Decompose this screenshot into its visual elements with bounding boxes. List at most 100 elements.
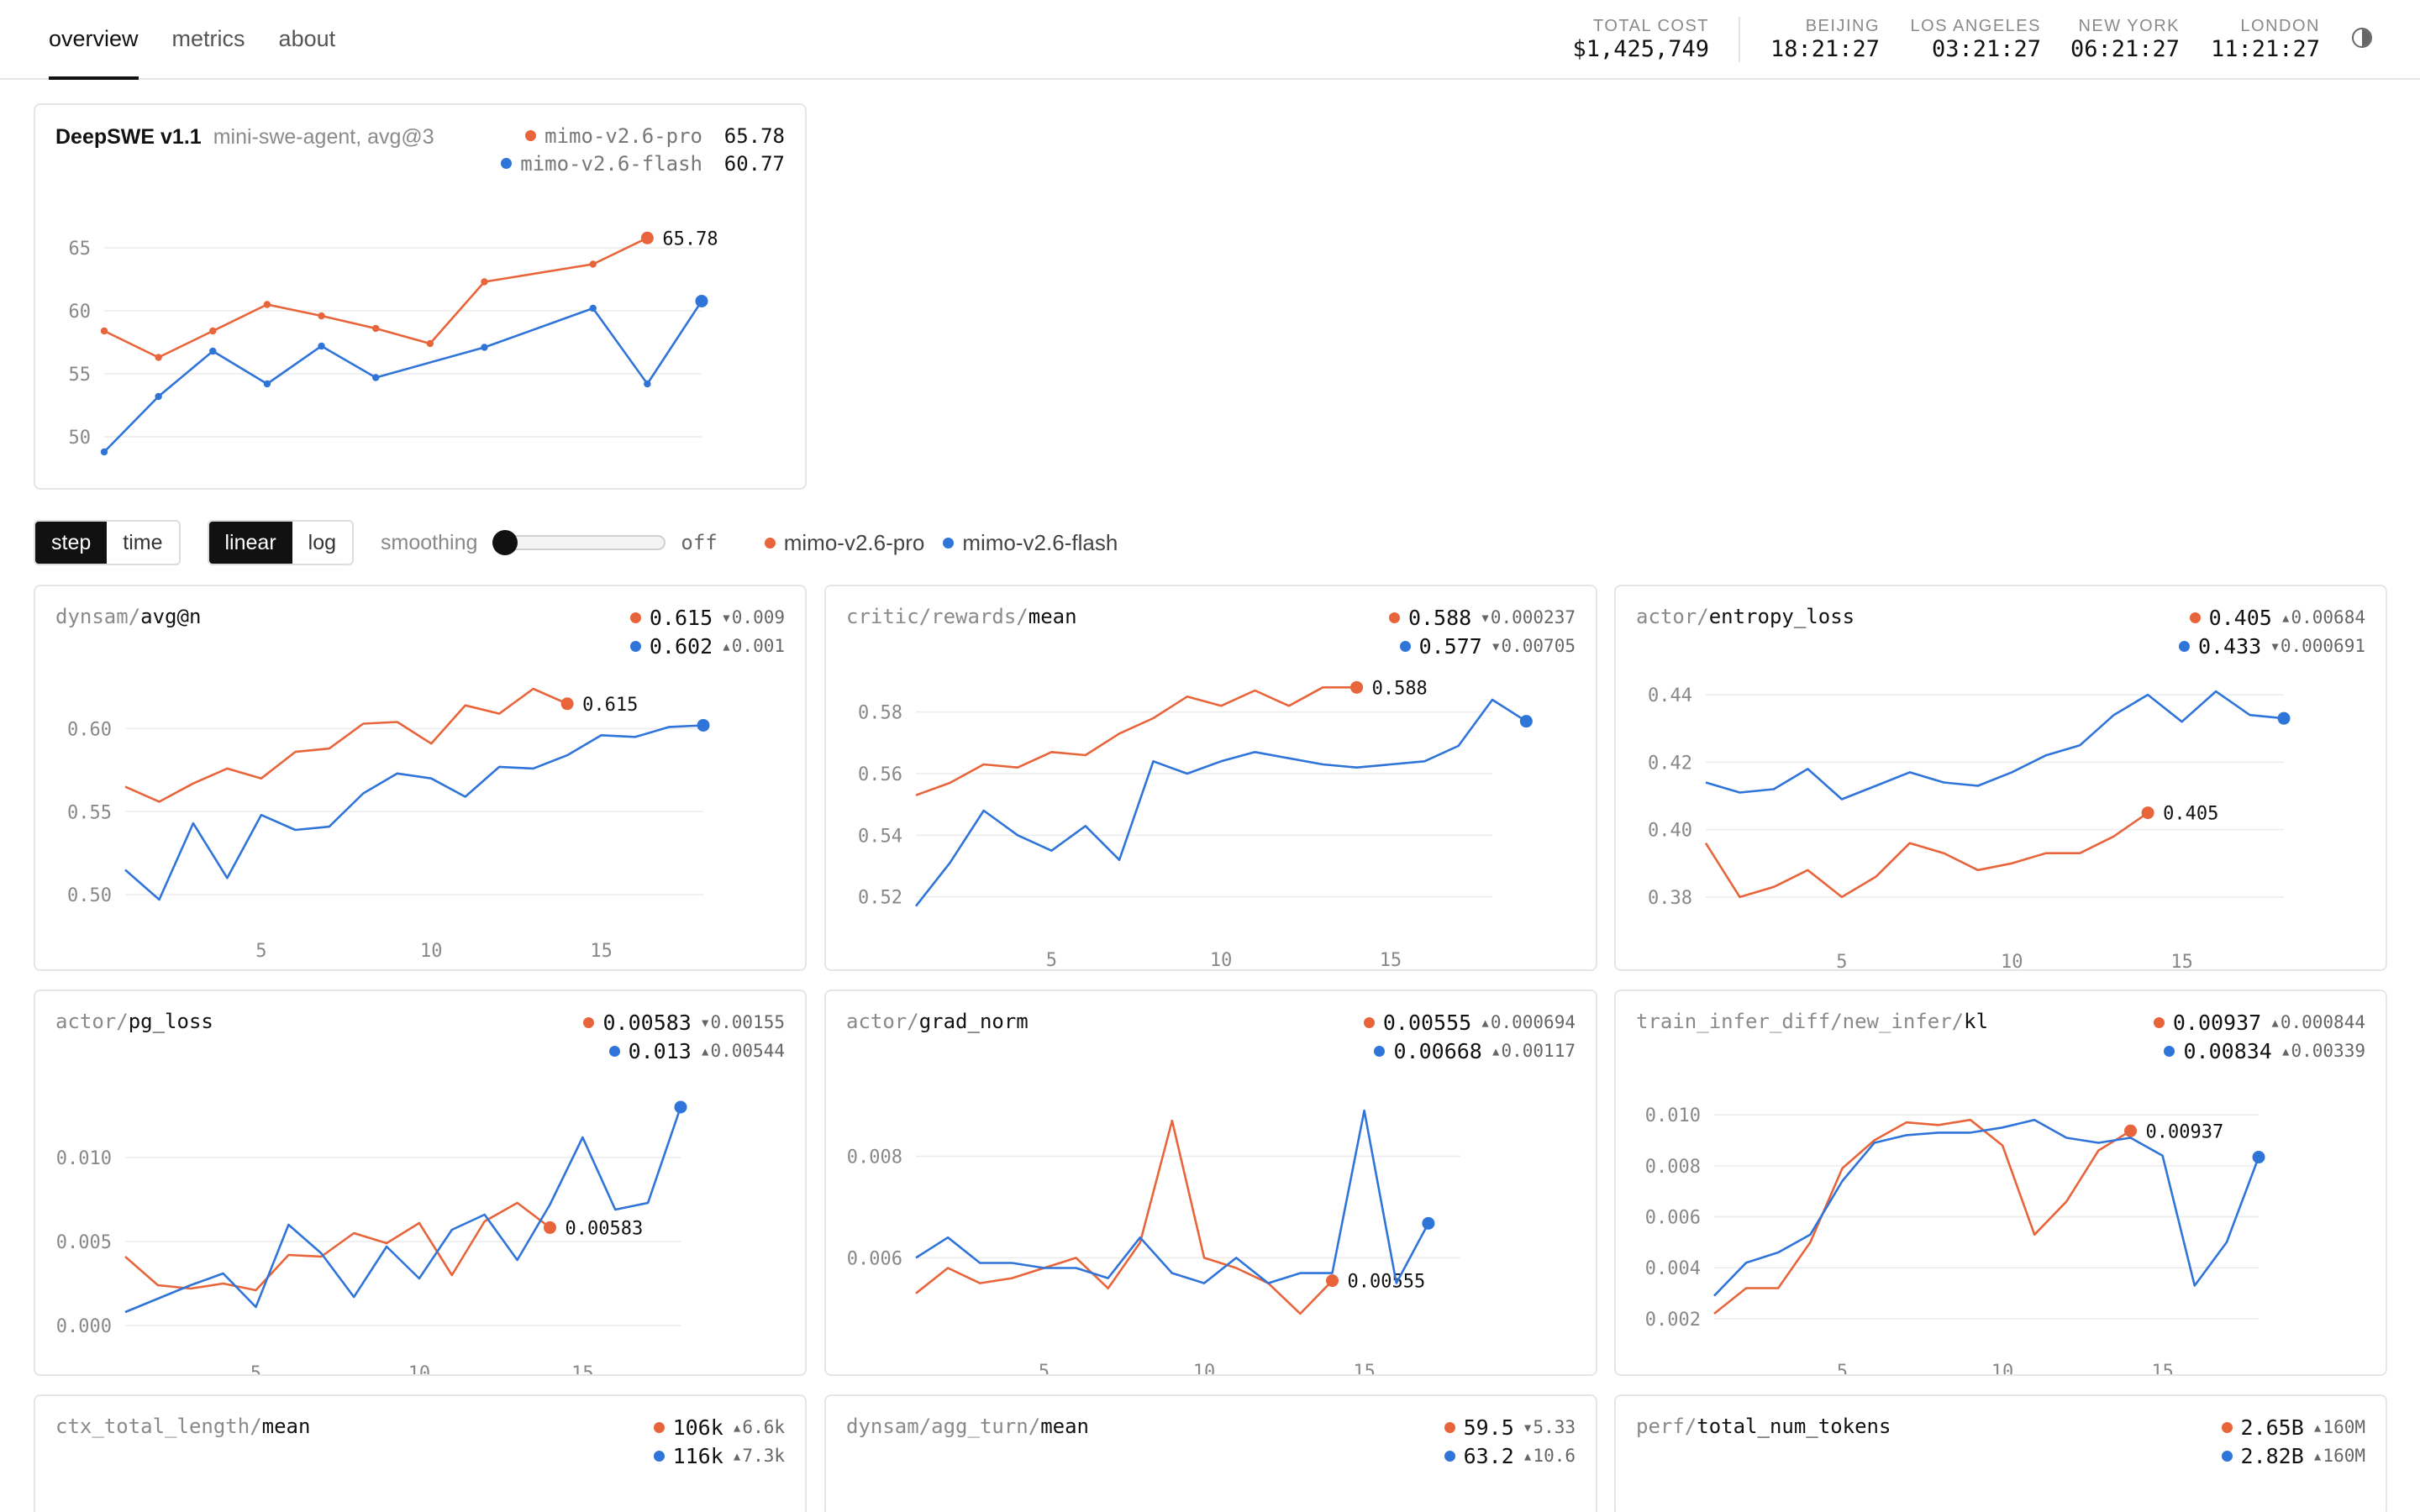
x-tick-label: 5 — [1836, 952, 1847, 971]
series-end-label: 0.615 — [582, 695, 638, 716]
metric-legend-pro: 2.65B ▴160M — [2221, 1413, 2365, 1441]
metric-pro-value: 0.405 — [2208, 605, 2272, 630]
metric-chart[interactable]: 0.52 0.54 0.56 0.58 5 10 15 0.588 — [826, 586, 1597, 971]
metric-prefix: dynsam/agg_turn/ — [846, 1415, 1041, 1438]
x-tick-label: 10 — [1193, 1362, 1216, 1376]
series-line — [1713, 1118, 2260, 1297]
contrast-icon[interactable] — [2352, 28, 2372, 48]
metric-pro-delta: ▾0.009 — [721, 607, 785, 627]
metric-pro-delta: ▾0.00155 — [699, 1012, 785, 1032]
metric-pro-delta: ▾0.000237 — [1480, 607, 1576, 627]
x-axis-step-button[interactable]: step — [35, 522, 108, 564]
hero-legend: mimo-v2.6-pro 65.78 mimo-v2.6-flash 60.7… — [501, 122, 785, 177]
y-tick-label: 0.52 — [858, 888, 902, 909]
series-line — [103, 237, 648, 359]
metric-chart[interactable]: 0.38 0.40 0.42 0.44 5 10 15 0.405 — [1616, 586, 2387, 971]
metric-flash-delta: ▴10.6 — [1522, 1446, 1576, 1466]
metric-legend-pro: 0.00555 ▴0.000694 — [1363, 1008, 1576, 1037]
metric-flash-value: 2.82B — [2240, 1443, 2304, 1468]
metric-flash-value: 0.00668 — [1393, 1038, 1482, 1063]
metric-title: critic/rewards/mean — [846, 605, 1077, 628]
y-tick-label: 0.58 — [858, 703, 902, 724]
clock-london: LONDON 11:21:27 — [2211, 17, 2320, 64]
pro-dot-icon — [2221, 1421, 2233, 1433]
y-tick-label: 60 — [69, 302, 92, 323]
metric-title: dynsam/avg@n — [55, 605, 201, 628]
x-tick-label: 10 — [1991, 1362, 2014, 1376]
header-divider — [1739, 17, 1740, 62]
pro-dot-icon — [764, 537, 776, 549]
metric-chart[interactable]: 0.002 0.004 0.006 0.008 0.010 5 10 15 0.00937 — [1616, 991, 2387, 1376]
metric-legend-flash: 63.2 ▴10.6 — [1444, 1441, 1576, 1470]
x-axis-time-button[interactable]: time — [107, 522, 179, 564]
hero-legend-pro-name: mimo-v2.6-pro — [544, 123, 702, 148]
metric-flash-value: 0.602 — [649, 633, 713, 659]
series-end-label: 65.78 — [662, 228, 718, 249]
hero-legend-pro: mimo-v2.6-pro 65.78 — [501, 122, 785, 150]
tab-about[interactable]: about — [278, 26, 336, 51]
metric-prefix: perf/ — [1636, 1415, 1697, 1438]
clock-beijing: BEIJING 18:21:27 — [1770, 17, 1880, 64]
smoothing-slider-knob[interactable] — [492, 530, 518, 555]
y-tick-label: 0.55 — [67, 802, 112, 823]
metric-pro-delta: ▴0.000844 — [2270, 1012, 2365, 1032]
data-point — [100, 448, 108, 456]
series-line — [103, 300, 703, 453]
y-tick-label: 0.50 — [67, 885, 112, 906]
legend-flash[interactable]: mimo-v2.6-flash — [943, 530, 1118, 556]
metric-name: grad_norm — [918, 1010, 1028, 1033]
metric-card-ctx-total-length-mean: ctx_total_length/mean 106k ▴6.6k 116k ▴7… — [34, 1394, 807, 1512]
scale-log-button[interactable]: log — [292, 522, 353, 564]
metric-name: entropy_loss — [1708, 605, 1855, 628]
metric-title: actor/entropy_loss — [1636, 605, 1854, 628]
metric-legend-flash: 0.013 ▴0.00544 — [583, 1037, 785, 1065]
y-tick-label: 0.004 — [1645, 1258, 1701, 1279]
y-tick-label: 0.008 — [1645, 1157, 1701, 1178]
metric-pro-delta: ▴160M — [2312, 1417, 2365, 1437]
metric-chart[interactable]: 0.000 0.005 0.010 5 10 15 0.00583 — [35, 991, 807, 1376]
metric-pro-value: 2.65B — [2240, 1415, 2304, 1440]
metric-card-actor-entropy-loss: actor/entropy_loss 0.405 ▴0.00684 0.433 … — [1614, 585, 2387, 971]
hero-legend-flash: mimo-v2.6-flash 60.77 — [501, 150, 785, 177]
scale-linear-button[interactable]: linear — [208, 522, 292, 564]
metric-prefix: train_infer_diff/new_infer/ — [1636, 1010, 1965, 1033]
metric-legend-flash: 0.00834 ▴0.00339 — [2154, 1037, 2365, 1065]
metric-chart[interactable]: 0.50 0.55 0.60 5 10 15 0.615 — [35, 586, 807, 971]
metric-name: mean — [261, 1415, 311, 1438]
legend-pro-label: mimo-v2.6-pro — [783, 529, 925, 555]
legend-pro[interactable]: mimo-v2.6-pro — [764, 529, 925, 556]
metric-pro-delta: ▾5.33 — [1522, 1417, 1576, 1437]
data-point — [589, 304, 597, 312]
top-bar: overview metrics about TOTAL COST $1,425… — [0, 0, 2420, 80]
hero-chart[interactable]: 505560652468101265.78 — [35, 105, 807, 490]
x-tick-label: 15 — [1380, 950, 1402, 971]
clock-new-york: NEW YORK 06:21:27 — [2070, 17, 2180, 64]
metric-chart[interactable]: 0.006 0.008 5 10 15 0.00555 — [826, 991, 1597, 1376]
pro-dot-icon — [629, 612, 641, 623]
metric-card-dynsam-agg-turn-mean: dynsam/agg_turn/mean 59.5 ▾5.33 63.2 ▴10… — [824, 1394, 1597, 1512]
hero-subtitle: mini-swe-agent, avg@3 — [213, 125, 434, 149]
clock-london-label: LONDON — [2240, 17, 2320, 35]
series-line — [1704, 811, 2149, 899]
y-tick-label: 0.44 — [1648, 685, 1692, 706]
series-end-point — [1350, 680, 1364, 694]
smoothing-slider[interactable] — [492, 530, 666, 555]
metric-legend-flash: 0.602 ▴0.001 — [629, 632, 785, 660]
main-nav: overview metrics about — [49, 0, 369, 80]
flash-dot-icon — [943, 537, 955, 549]
tab-overview[interactable]: overview — [49, 0, 139, 80]
series-line — [124, 1106, 682, 1314]
metric-flash-value: 0.00834 — [2183, 1038, 2272, 1063]
clock-london-time: 11:21:27 — [2210, 36, 2320, 62]
metric-legend: 106k ▴6.6k 116k ▴7.3k — [653, 1413, 785, 1470]
y-tick-label: 0.54 — [858, 826, 902, 847]
metric-legend-pro: 0.00937 ▴0.000844 — [2153, 1008, 2365, 1037]
series-line — [124, 1201, 551, 1292]
metric-legend-pro: 0.588 ▾0.000237 — [1388, 603, 1576, 632]
metric-card-actor-grad-norm: actor/grad_norm 0.00555 ▴0.000694 0.0066… — [824, 990, 1597, 1376]
metric-flash-value: 63.2 — [1463, 1443, 1514, 1468]
tab-metrics[interactable]: metrics — [171, 26, 245, 51]
y-tick-label: 50 — [69, 428, 92, 449]
series-end-point — [2277, 711, 2291, 725]
flash-dot-icon — [501, 158, 513, 169]
